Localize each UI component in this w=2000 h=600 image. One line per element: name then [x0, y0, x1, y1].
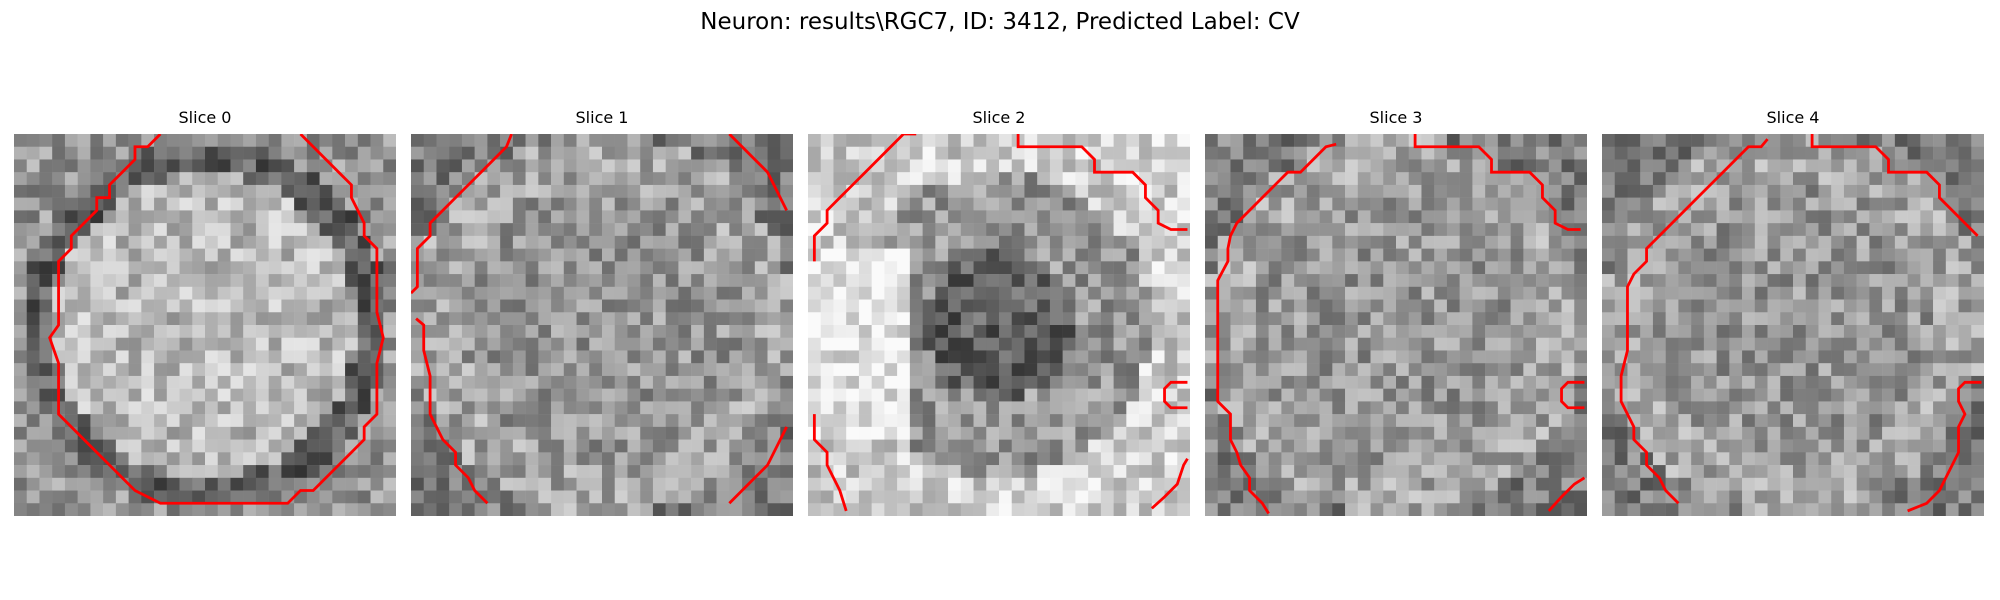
- slice-panel-0: Slice 0: [14, 108, 396, 516]
- slice-title: Slice 1: [575, 108, 629, 127]
- slice-panel-2: Slice 2: [808, 108, 1190, 516]
- contour-line: [1150, 457, 1189, 510]
- contour-line: [1907, 380, 1982, 513]
- contour-line: [415, 317, 489, 505]
- contour-line: [1547, 476, 1586, 512]
- slice-image: [411, 134, 793, 516]
- contour-line: [1619, 138, 1769, 505]
- slice-image: [808, 134, 1190, 516]
- slice-image: [1205, 134, 1587, 516]
- contour-line: [812, 134, 917, 262]
- slice-image: [14, 134, 396, 516]
- slice-title: Slice 2: [972, 108, 1026, 127]
- contour-line: [1560, 380, 1585, 410]
- figure-title: Neuron: results\RGC7, ID: 3412, Predicte…: [700, 9, 1300, 35]
- contour-line: [812, 414, 848, 512]
- slice-title: Slice 0: [178, 108, 232, 127]
- contour-line: [1413, 134, 1581, 231]
- slice-panel-4: Slice 4: [1602, 108, 1984, 516]
- contour-line: [1216, 142, 1337, 515]
- slice-title: Slice 3: [1369, 108, 1423, 127]
- contour-line: [48, 134, 385, 505]
- contour-line: [1810, 134, 1979, 237]
- contour-line: [728, 426, 788, 505]
- contour-line: [1016, 134, 1188, 231]
- slice-panel-1: Slice 1: [411, 108, 793, 516]
- slice-image: [1602, 134, 1984, 516]
- slice-title: Slice 4: [1766, 108, 1820, 127]
- contour-line: [411, 134, 513, 295]
- contour-line: [728, 134, 788, 212]
- slice-panel-3: Slice 3: [1205, 108, 1587, 516]
- contour-line: [1163, 380, 1188, 410]
